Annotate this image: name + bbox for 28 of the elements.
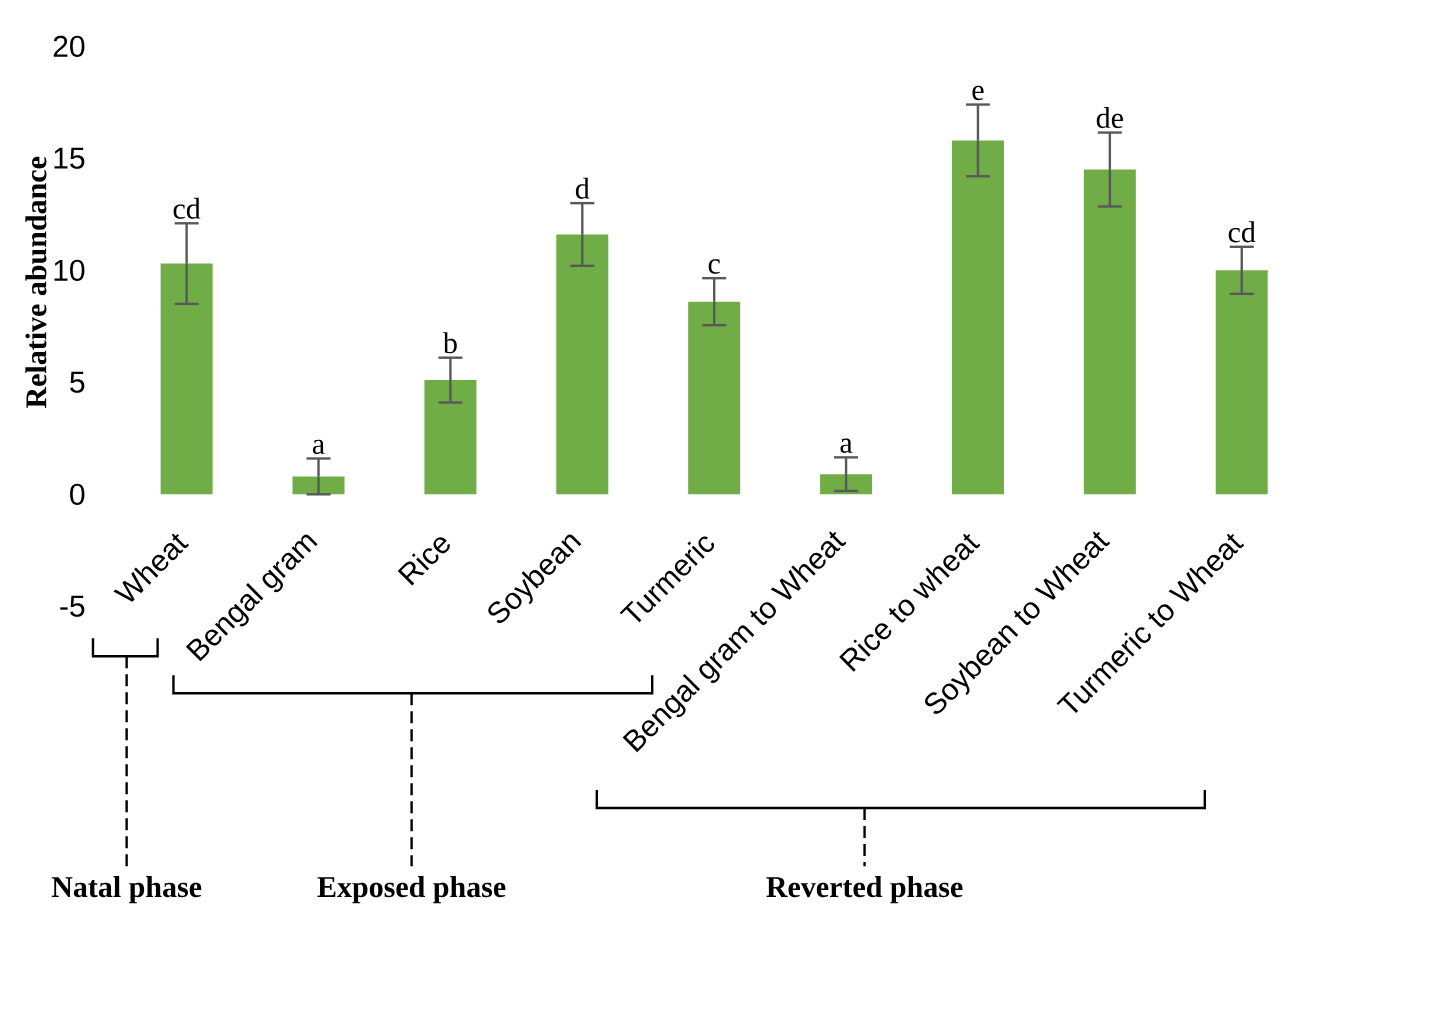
text: Natal phase [51, 876, 202, 904]
annotation: de [1096, 107, 1123, 129]
x-tick-label: Rice [397, 537, 450, 586]
annotation: b [442, 332, 457, 354]
bar [1215, 270, 1268, 495]
annotation: d [575, 177, 590, 199]
y-tick-label: 20 [53, 35, 85, 57]
annotation: a [312, 439, 325, 455]
bar [556, 234, 609, 495]
bar [688, 301, 741, 495]
annotation: a [840, 438, 853, 453]
bar [160, 263, 213, 495]
bar [292, 476, 345, 495]
bar [951, 140, 1004, 495]
text: Exposed phase [317, 876, 506, 904]
annotation: c [708, 259, 720, 274]
annotation: e [972, 85, 984, 101]
y-tick-label: 5 [70, 371, 85, 393]
y-tick-label: -5 [60, 595, 85, 617]
bar [424, 380, 477, 495]
text: Reverted phase [766, 876, 963, 904]
annotation: cd [1228, 221, 1256, 243]
annotation: cd [173, 197, 201, 219]
y-tick-label: 10 [54, 259, 85, 281]
bar [1083, 169, 1136, 495]
y-axis-title: Relative abundance [25, 156, 47, 409]
y-tick-label: 15 [54, 147, 85, 169]
y-tick-label: 0 [70, 483, 85, 505]
